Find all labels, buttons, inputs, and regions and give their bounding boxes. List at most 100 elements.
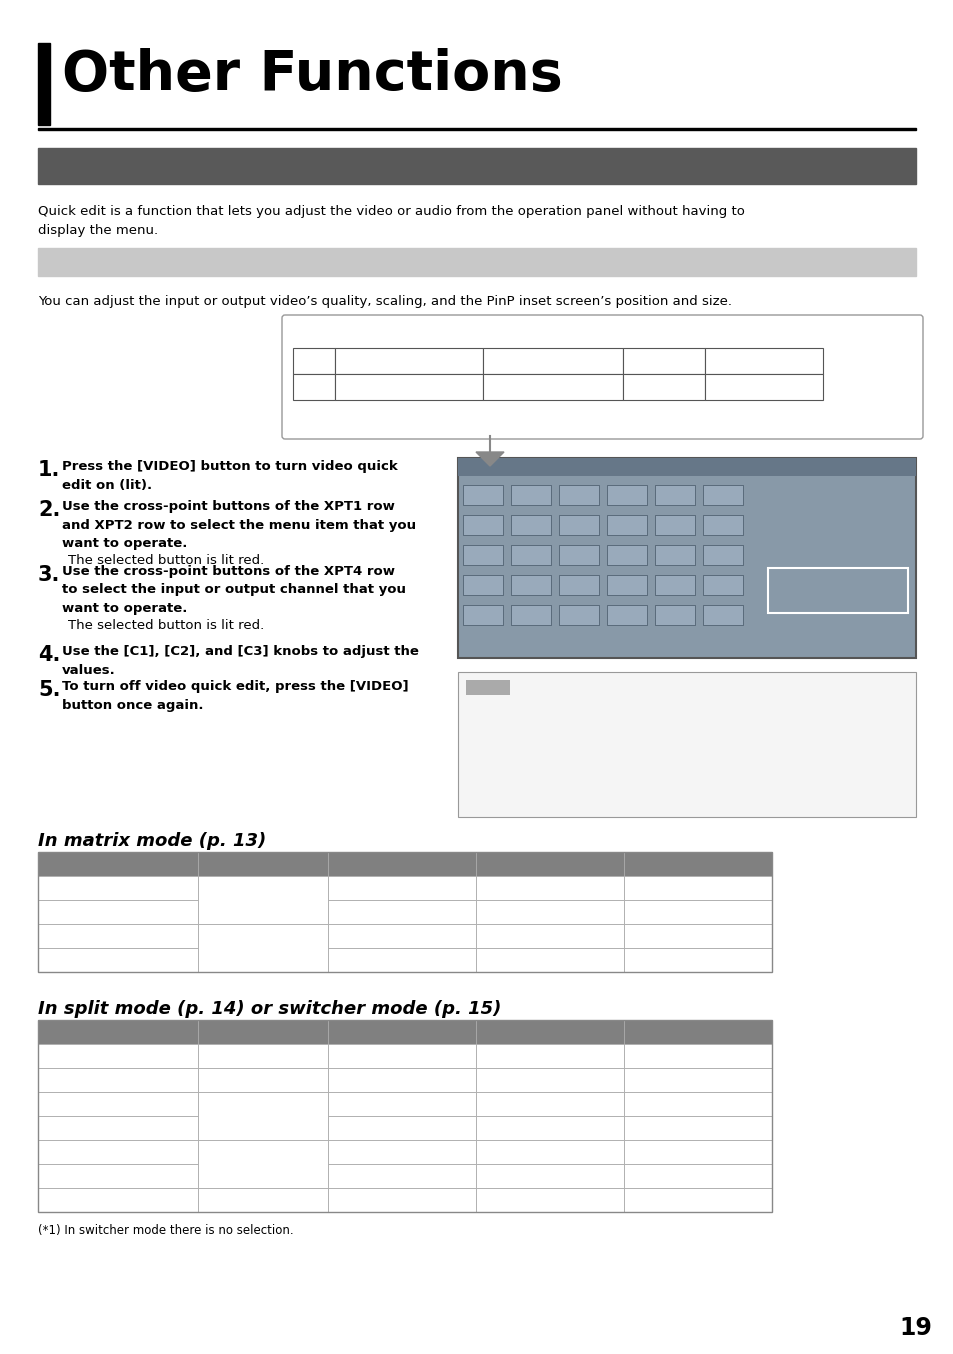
Bar (38, 923, 198, 948)
Text: Gain: Gain (535, 1193, 564, 1206)
Bar (328, 1187, 476, 1212)
Bar (38, 1116, 198, 1140)
Text: V Position: V Position (519, 1145, 579, 1159)
Bar (476, 1140, 623, 1164)
Text: Contrast: Contrast (523, 1121, 576, 1135)
Text: 3.: 3. (38, 565, 60, 585)
Text: OUTPUT COLOR: OUTPUT COLOR (340, 380, 439, 394)
Text: INPUT COLOR: INPUT COLOR (44, 953, 138, 967)
Text: PinP VIEW: PinP VIEW (44, 1170, 116, 1182)
Text: The selected button is lit red.: The selected button is lit red. (68, 619, 264, 632)
Bar (462, 546, 502, 565)
Bar (38, 852, 198, 876)
Bar (702, 485, 742, 505)
Bar (476, 1020, 623, 1044)
Bar (198, 923, 328, 972)
Text: MEMO: MEMO (469, 682, 506, 692)
Bar (702, 515, 742, 535)
Text: Contrast: Contrast (523, 906, 576, 918)
Bar (702, 546, 742, 565)
Bar (482, 348, 622, 374)
Bar (704, 374, 822, 399)
Text: Zoom: Zoom (679, 1098, 715, 1110)
Text: (*1) In switcher mode there is no selection.: (*1) In switcher mode there is no select… (38, 1224, 294, 1238)
Bar (623, 1187, 771, 1212)
Bar (476, 1068, 623, 1091)
Bar (462, 605, 502, 626)
Text: XPT4: XPT4 (245, 857, 281, 871)
Text: (no selection): (no selection) (220, 1049, 306, 1063)
Text: Level: Level (385, 1193, 418, 1206)
Text: 19: 19 (899, 1316, 931, 1340)
Text: Use the cross-point buttons of the XPT4 row
to select the input or output channe: Use the cross-point buttons of the XPT4 … (62, 565, 406, 615)
Text: Contrast: Contrast (523, 953, 576, 967)
Bar (38, 1187, 198, 1212)
Bar (476, 1044, 623, 1068)
Text: PinP VIEW: PinP VIEW (628, 355, 691, 367)
Bar (623, 900, 771, 923)
Text: Input 1–4: Input 1–4 (233, 941, 292, 955)
Bar (655, 485, 695, 505)
Text: [C1] knob: [C1] knob (367, 857, 436, 871)
Text: V Position: V Position (519, 929, 579, 942)
Bar (655, 605, 695, 626)
Bar (623, 923, 771, 948)
Bar (328, 1091, 476, 1116)
Bar (623, 1140, 771, 1164)
Text: You can adjust the input or output video’s quality, scaling, and the PinP inset : You can adjust the input or output video… (38, 295, 731, 307)
Text: OUTPUT COLOR: OUTPUT COLOR (44, 906, 152, 918)
Text: Output 1–4: Output 1–4 (228, 1074, 297, 1086)
Bar (328, 1164, 476, 1187)
Bar (511, 485, 551, 505)
Text: OUTPUT POSITION: OUTPUT POSITION (44, 1049, 172, 1063)
Bar (511, 605, 551, 626)
Text: Saturation: Saturation (664, 1121, 730, 1135)
Text: [C1] knob: [C1] knob (367, 1025, 436, 1039)
Bar (198, 876, 328, 923)
Bar (702, 605, 742, 626)
Text: [C2] knob: [C2] knob (516, 1025, 583, 1039)
Text: MULTI-FORMAT MATRIX SWITCH: MULTI-FORMAT MATRIX SWITCH (791, 463, 910, 471)
Text: Zoom: Zoom (679, 1170, 715, 1182)
Bar (198, 1020, 328, 1044)
Text: INPUT COLOR: INPUT COLOR (44, 1121, 138, 1135)
Bar (198, 1140, 328, 1187)
Text: OUTPUT POSITION: OUTPUT POSITION (44, 881, 172, 895)
Text: H Position: H Position (371, 1170, 433, 1182)
Bar (623, 1044, 771, 1068)
Bar (655, 575, 695, 594)
Bar (558, 485, 598, 505)
Text: V Position: V Position (519, 1170, 579, 1182)
Text: Quick edit is a function that lets you adjust the video or audio from the operat: Quick edit is a function that lets you a… (38, 204, 744, 237)
Bar (511, 515, 551, 535)
Text: H Position: H Position (371, 881, 433, 895)
Text: [C3] knob: [C3] knob (663, 1025, 731, 1039)
Text: Contrast: Contrast (523, 1074, 576, 1086)
Text: Zoom: Zoom (679, 1145, 715, 1159)
Text: KEY: KEY (710, 380, 734, 394)
Bar (335, 348, 482, 374)
Bar (623, 852, 771, 876)
Bar (38, 1020, 771, 1212)
Text: INPUT POSITION: INPUT POSITION (44, 1098, 158, 1110)
Bar (198, 852, 328, 876)
Text: INPUT POSITION: INPUT POSITION (44, 929, 158, 942)
Bar (476, 1091, 623, 1116)
Text: OUTPUT COLOR: OUTPUT COLOR (44, 1074, 152, 1086)
Text: [C2] knob: [C2] knob (516, 857, 583, 871)
Bar (198, 1068, 328, 1091)
Bar (622, 348, 704, 374)
Text: Output 1–4: Output 1–4 (228, 894, 297, 906)
Bar (328, 948, 476, 972)
Text: Saturation: Saturation (664, 1074, 730, 1086)
Bar (328, 852, 476, 876)
Text: Type: Type (683, 1193, 712, 1206)
Text: XPT1: XPT1 (298, 355, 335, 367)
Text: (no selection): (no selection) (220, 1193, 306, 1206)
Text: INPUT POSITION: INPUT POSITION (489, 355, 589, 367)
Bar (558, 605, 598, 626)
Bar (482, 374, 622, 399)
Text: ■Roland: ■Roland (465, 462, 513, 473)
Text: OUTPUT POSITION: OUTPUT POSITION (340, 355, 456, 367)
FancyBboxPatch shape (282, 315, 923, 439)
